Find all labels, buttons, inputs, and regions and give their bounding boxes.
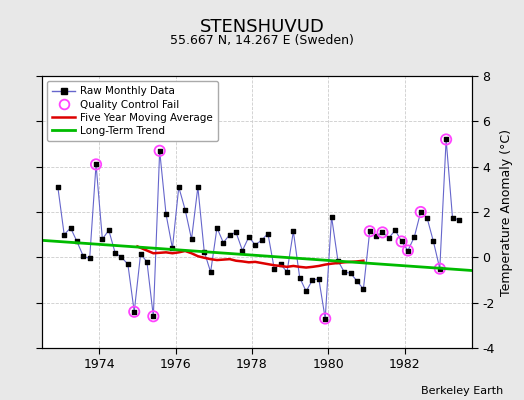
Text: Berkeley Earth: Berkeley Earth <box>421 386 503 396</box>
Point <box>238 247 247 254</box>
Point <box>417 209 425 215</box>
Text: 55.667 N, 14.267 E (Sweden): 55.667 N, 14.267 E (Sweden) <box>170 34 354 47</box>
Point <box>403 247 412 254</box>
Point <box>423 214 431 221</box>
Point <box>283 269 291 275</box>
Point <box>366 228 374 234</box>
Point <box>60 232 68 238</box>
Point <box>378 229 387 236</box>
Point <box>321 315 330 322</box>
Point <box>130 308 138 315</box>
Point <box>53 184 62 190</box>
Point <box>251 242 259 248</box>
Point <box>340 269 348 275</box>
Point <box>314 276 323 282</box>
Point <box>435 266 444 272</box>
Point <box>308 277 316 283</box>
Point <box>277 261 285 267</box>
Point <box>359 286 368 292</box>
Point <box>181 206 189 213</box>
Point <box>124 261 132 267</box>
Point <box>353 278 361 284</box>
Point <box>194 184 202 190</box>
Point <box>92 161 100 168</box>
Point <box>270 266 278 272</box>
Point <box>67 225 75 231</box>
Point <box>213 225 221 231</box>
Legend: Raw Monthly Data, Quality Control Fail, Five Year Moving Average, Long-Term Tren: Raw Monthly Data, Quality Control Fail, … <box>47 81 219 141</box>
Point <box>136 251 145 257</box>
Point <box>442 136 450 143</box>
Point <box>397 238 406 245</box>
Y-axis label: Temperature Anomaly (°C): Temperature Anomaly (°C) <box>500 128 513 296</box>
Point <box>455 217 463 223</box>
Point <box>264 230 272 237</box>
Point <box>219 239 227 246</box>
Point <box>449 214 457 221</box>
Point <box>156 148 164 154</box>
Point <box>442 136 450 143</box>
Point <box>117 254 126 260</box>
Point <box>200 248 209 255</box>
Point <box>105 227 113 233</box>
Point <box>429 238 438 245</box>
Point <box>296 274 304 281</box>
Point <box>98 236 106 242</box>
Point <box>73 238 81 245</box>
Point <box>168 245 177 252</box>
Point <box>79 253 88 260</box>
Point <box>245 234 253 240</box>
Point <box>397 238 406 245</box>
Point <box>85 255 94 262</box>
Point <box>417 209 425 215</box>
Point <box>302 288 310 294</box>
Point <box>328 213 336 220</box>
Point <box>188 236 196 242</box>
Point <box>156 148 164 154</box>
Point <box>410 234 419 240</box>
Point <box>321 315 330 322</box>
Point <box>289 228 298 234</box>
Point <box>385 235 393 241</box>
Point <box>403 247 412 254</box>
Point <box>92 161 100 168</box>
Point <box>130 308 138 315</box>
Point <box>257 237 266 244</box>
Point <box>232 229 240 236</box>
Point <box>378 229 387 236</box>
Point <box>143 259 151 265</box>
Point <box>372 233 380 239</box>
Point <box>346 270 355 276</box>
Point <box>149 313 158 320</box>
Point <box>435 266 444 272</box>
Point <box>149 313 158 320</box>
Point <box>111 250 119 256</box>
Point <box>366 228 374 234</box>
Point <box>174 184 183 190</box>
Point <box>391 227 399 233</box>
Point <box>225 232 234 238</box>
Text: STENSHUVUD: STENSHUVUD <box>200 18 324 36</box>
Point <box>334 258 342 264</box>
Point <box>206 269 215 275</box>
Point <box>162 211 170 218</box>
